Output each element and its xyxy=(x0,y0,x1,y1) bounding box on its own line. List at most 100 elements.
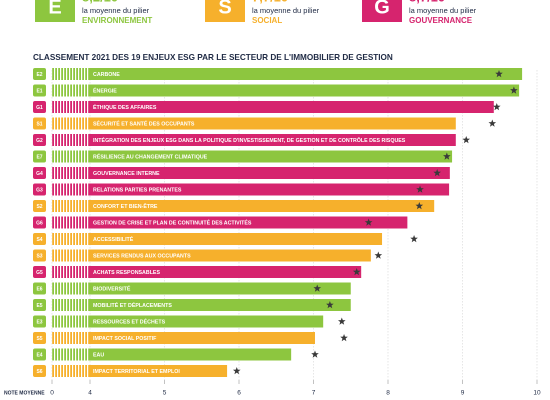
star-marker xyxy=(462,136,471,144)
bar-hatch xyxy=(52,200,90,212)
star-marker xyxy=(495,70,503,78)
star-marker xyxy=(364,218,373,226)
code-box xyxy=(33,117,46,130)
category-label: CARBONE xyxy=(93,72,120,78)
category-label: BIODIVERSITÉ xyxy=(93,284,131,292)
bar-hatch xyxy=(52,68,90,80)
bar xyxy=(52,134,456,146)
code-box xyxy=(33,150,46,163)
category-label: SÉCURITÉ ET SANTÉ DES OCCUPANTS xyxy=(93,119,195,127)
code-label: S3 xyxy=(36,253,42,259)
code-label: G1 xyxy=(36,105,43,111)
bar-hatch xyxy=(52,365,90,377)
category-label: GOUVERNANCE INTERNE xyxy=(93,171,160,177)
star-marker xyxy=(352,268,361,276)
pillar-name: SOCIAL xyxy=(252,16,282,25)
bar-hatch xyxy=(52,249,90,262)
code-box xyxy=(33,282,46,295)
code-box xyxy=(33,101,46,113)
pillar-caption: la moyenne du pilier xyxy=(82,6,150,15)
bar-hatch xyxy=(52,150,90,163)
bar xyxy=(52,299,351,311)
bar xyxy=(52,233,383,245)
star-marker xyxy=(443,152,451,160)
code-box xyxy=(33,249,46,262)
pillar-letter: E xyxy=(48,0,61,18)
bar xyxy=(52,117,456,130)
category-label: INTÉGRATION DES ENJEUX ESG DANS LA POLIT… xyxy=(93,136,406,144)
star-marker xyxy=(415,202,424,210)
bar xyxy=(52,200,435,212)
star-marker xyxy=(433,169,441,177)
bar-hatch xyxy=(52,134,90,146)
code-box xyxy=(33,365,46,377)
pillar-box xyxy=(362,0,402,22)
x-tick-label: 4 xyxy=(88,390,92,397)
bar xyxy=(52,216,408,229)
code-label: E6 xyxy=(36,286,42,292)
star-marker xyxy=(410,235,418,243)
bar-hatch xyxy=(52,282,90,295)
bar-hatch xyxy=(52,101,90,113)
star-marker xyxy=(338,317,346,325)
category-label: ÉNERGIE xyxy=(93,86,117,94)
code-label: S4 xyxy=(36,237,42,243)
category-label: ACCESSIBILITÉ xyxy=(93,235,134,243)
bar xyxy=(52,68,523,80)
code-label: E1 xyxy=(36,88,42,94)
bar-hatch xyxy=(52,167,90,179)
code-label: E7 xyxy=(36,154,42,160)
pillar-box xyxy=(205,0,245,22)
category-label: RÉSILIENCE AU CHANGEMENT CLIMATIQUE xyxy=(93,152,208,160)
bar xyxy=(52,150,453,163)
code-label: G3 xyxy=(36,187,43,193)
bar xyxy=(52,167,450,179)
star-marker xyxy=(374,251,383,259)
bar-hatch xyxy=(52,332,90,344)
code-box xyxy=(33,299,46,311)
code-label: G5 xyxy=(36,270,43,276)
x-tick-label: 7 xyxy=(312,390,316,397)
category-label: IMPACT TERRITORIAL ET EMPLOI xyxy=(93,369,180,375)
bar xyxy=(52,348,292,361)
category-label: ÉTHIQUE DES AFFAIRES xyxy=(93,103,157,111)
code-box xyxy=(33,134,46,146)
code-box xyxy=(33,68,46,80)
code-box xyxy=(33,233,46,245)
bar-hatch xyxy=(52,299,90,311)
bar-hatch xyxy=(52,315,90,328)
code-box xyxy=(33,200,46,212)
bar xyxy=(52,315,324,328)
category-label: GESTION DE CRISE ET PLAN DE CONTINUITÉ D… xyxy=(93,218,252,226)
star-marker xyxy=(232,367,241,375)
chart-title: CLASSEMENT 2021 DES 19 ENJEUX ESG PAR LE… xyxy=(33,53,393,62)
pillar-letter: G xyxy=(374,0,390,18)
bar-hatch xyxy=(52,266,90,278)
star-marker xyxy=(340,334,348,342)
bar-hatch xyxy=(52,233,90,245)
code-box xyxy=(33,332,46,344)
code-box xyxy=(33,266,46,278)
code-box xyxy=(33,315,46,328)
category-label: IMPACT SOCIAL POSITIF xyxy=(93,336,157,342)
bar xyxy=(52,332,315,344)
category-label: RELATIONS PARTIES PRENANTES xyxy=(93,187,182,193)
bar xyxy=(52,101,494,113)
bar xyxy=(52,249,371,262)
star-marker xyxy=(326,301,334,309)
code-box xyxy=(33,84,46,97)
category-label: ACHATS RESPONSABLES xyxy=(93,270,160,276)
star-marker xyxy=(311,350,319,358)
pillar-name: ENVIRONNEMENT xyxy=(82,16,152,25)
star-marker xyxy=(416,185,424,193)
code-box xyxy=(33,183,46,196)
code-label: G2 xyxy=(36,138,43,144)
category-label: CONFORT ET BIEN-ÊTRE xyxy=(93,202,158,210)
x-tick-label: 10 xyxy=(533,390,541,397)
category-label: MOBILITÉ ET DÉPLACEMENTS xyxy=(93,301,172,309)
code-box xyxy=(33,167,46,179)
pillar-caption: la moyenne du pilier xyxy=(252,6,320,15)
bar xyxy=(52,365,228,377)
bar-hatch xyxy=(52,348,90,361)
bar-hatch xyxy=(52,117,90,130)
